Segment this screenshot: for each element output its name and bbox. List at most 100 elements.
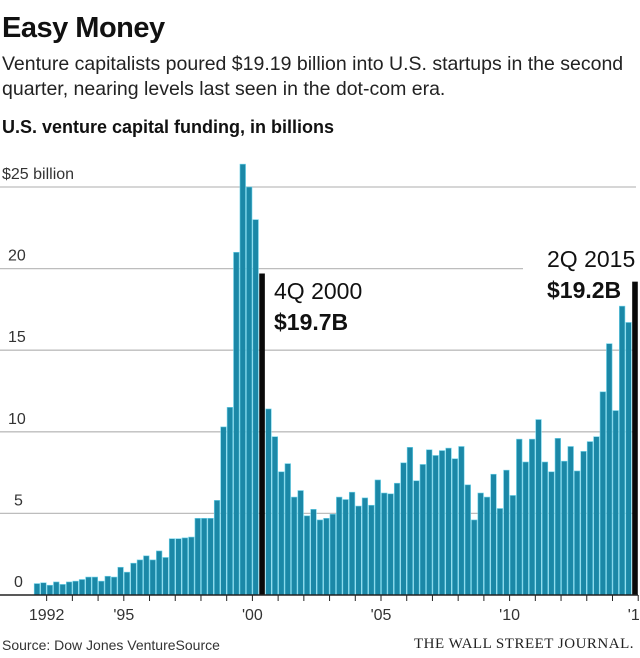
bar — [194, 517, 201, 596]
chart-title: U.S. venture capital funding, in billion… — [2, 117, 335, 137]
bar — [220, 426, 227, 596]
bar — [130, 562, 137, 596]
bar — [445, 447, 452, 596]
bar — [278, 471, 285, 596]
bar — [117, 566, 124, 596]
y-tick-label: 0 — [14, 574, 23, 591]
chart-subtitle: Venture capitalists poured $19.19 billio… — [2, 53, 624, 100]
bar — [393, 482, 401, 596]
bar — [33, 583, 41, 596]
bar — [188, 536, 195, 596]
bar — [291, 496, 298, 596]
bar — [98, 580, 105, 596]
bar — [149, 559, 156, 596]
bar — [509, 495, 516, 596]
bar — [548, 471, 555, 596]
annotation-value: $19.7B — [274, 309, 348, 335]
bar — [483, 496, 491, 596]
bar — [387, 493, 394, 596]
bar — [226, 407, 234, 596]
bar — [451, 458, 459, 596]
bar — [400, 462, 407, 596]
bar — [619, 305, 626, 596]
bar — [529, 438, 536, 596]
bar — [259, 273, 265, 595]
bar — [496, 508, 504, 596]
bar — [554, 438, 561, 596]
bar — [477, 492, 484, 596]
bar — [471, 519, 478, 596]
bar — [53, 581, 60, 596]
bar — [342, 499, 349, 596]
y-tick-label: 15 — [8, 329, 26, 346]
bar — [464, 484, 471, 596]
bar — [580, 451, 587, 596]
bar — [599, 391, 606, 596]
bar — [336, 496, 343, 596]
bar — [348, 491, 356, 596]
bar — [168, 538, 176, 596]
bar — [233, 251, 240, 596]
bar — [586, 441, 594, 596]
bar — [265, 408, 272, 596]
y-tick-label: 20 — [8, 248, 26, 265]
x-tick-label: '95 — [113, 607, 134, 624]
bar — [181, 537, 188, 596]
bar — [561, 460, 568, 596]
bar — [40, 582, 47, 596]
x-tick-label: '15 — [628, 607, 640, 624]
bar — [201, 517, 208, 596]
bar — [606, 343, 613, 596]
bar — [297, 490, 304, 596]
bar — [143, 555, 150, 596]
bar — [246, 186, 253, 596]
bar — [381, 492, 388, 596]
bar — [432, 455, 439, 596]
bar — [516, 438, 523, 596]
bar — [368, 504, 375, 596]
publisher-logo: THE WALL STREET JOURNAL. — [413, 636, 634, 652]
source-note: Source: Dow Jones VentureSource — [2, 637, 220, 653]
bar — [612, 410, 619, 596]
bar — [284, 463, 291, 596]
bar — [72, 580, 79, 596]
bar — [490, 473, 497, 596]
bar — [361, 497, 369, 596]
bar — [136, 559, 143, 596]
bar — [66, 581, 73, 596]
annotation-value: $19.2B — [547, 277, 621, 303]
bar — [91, 576, 98, 596]
bar — [355, 505, 362, 596]
bar — [541, 461, 549, 596]
bar — [271, 436, 279, 596]
bar — [413, 480, 420, 596]
bar — [252, 219, 259, 596]
bar — [625, 322, 632, 596]
bar — [213, 500, 221, 596]
bar — [104, 575, 111, 596]
x-tick-label: '05 — [371, 607, 392, 624]
bar — [329, 513, 336, 596]
bar — [123, 571, 131, 596]
bar — [632, 281, 638, 595]
bar — [59, 584, 66, 596]
bar — [406, 447, 414, 596]
bar — [574, 470, 581, 596]
bar — [323, 517, 330, 596]
bar — [303, 515, 311, 596]
annotation-label: 2Q 2015 — [547, 246, 635, 272]
annotation-label: 4Q 2000 — [274, 278, 362, 304]
bar — [310, 509, 317, 596]
bar — [207, 517, 214, 596]
y-tick-label: 10 — [8, 411, 26, 428]
bar — [426, 449, 433, 596]
bar — [593, 436, 600, 596]
bar — [162, 557, 169, 596]
bar — [46, 584, 53, 596]
bar — [522, 461, 529, 596]
y-tick-label: $25 billion — [2, 166, 74, 183]
bar — [316, 519, 324, 596]
bar — [567, 446, 574, 596]
chart-headline: Easy Money — [2, 12, 165, 44]
